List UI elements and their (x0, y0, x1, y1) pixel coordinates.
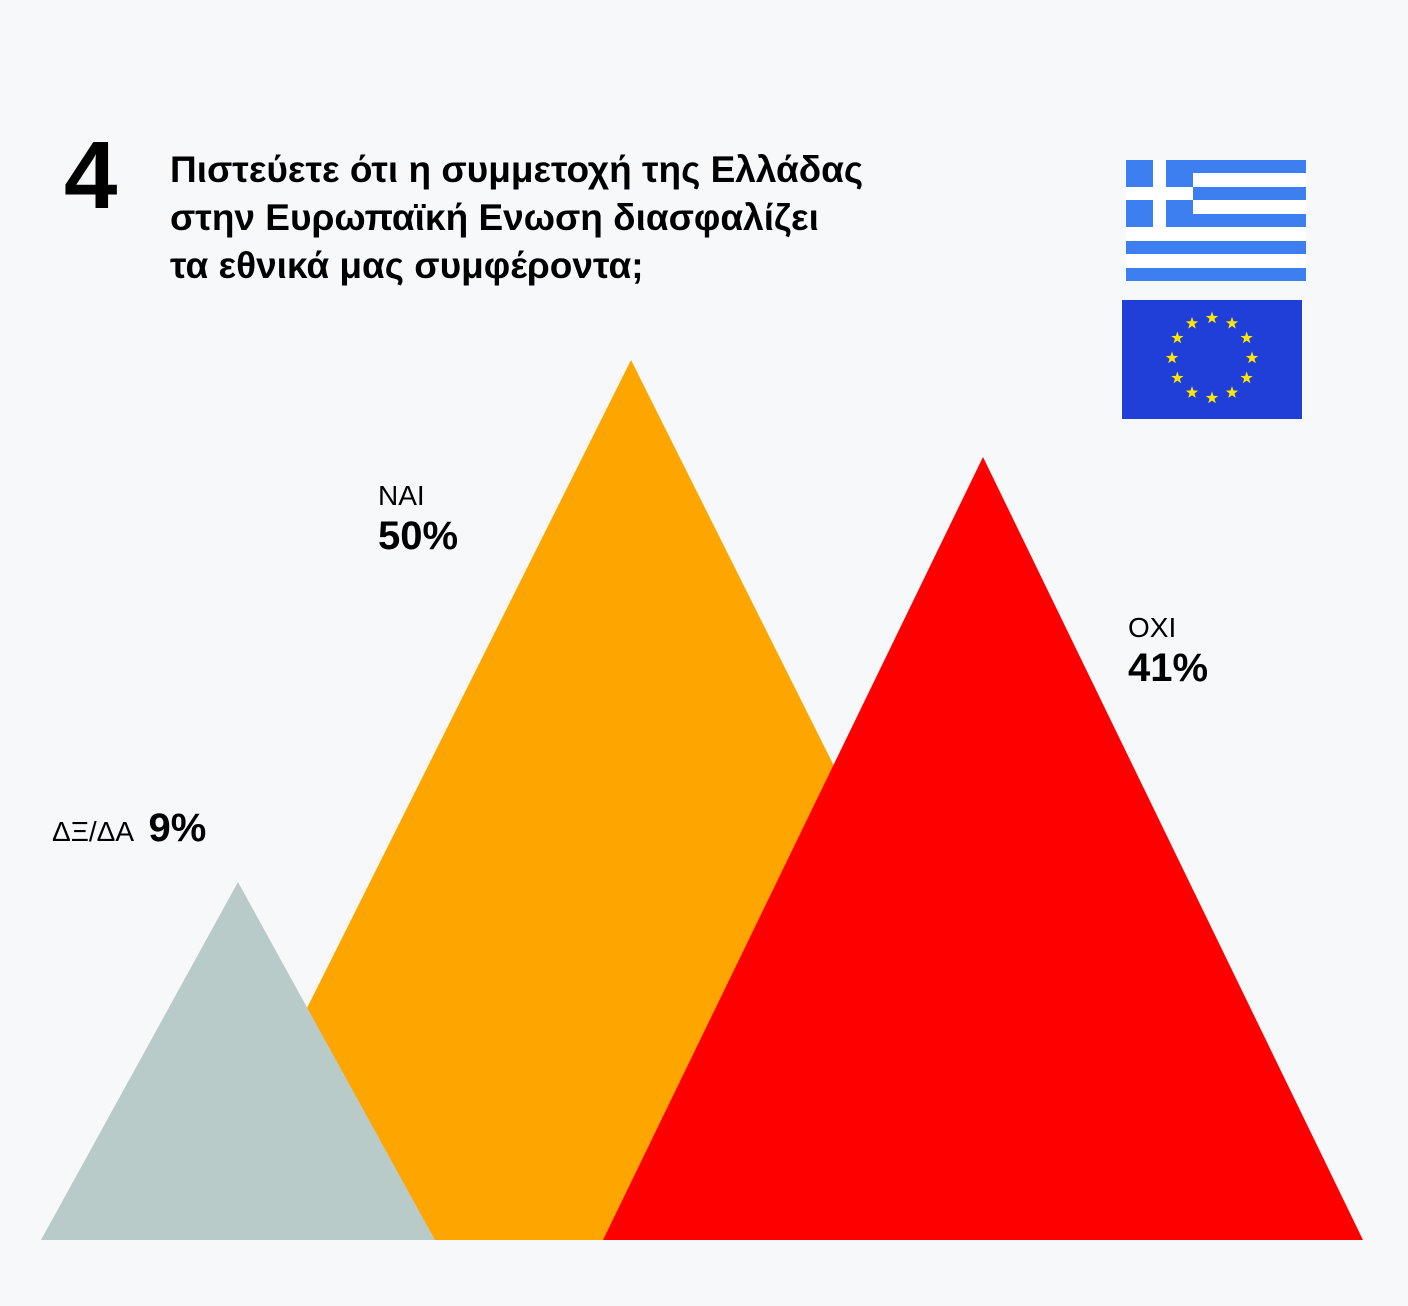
label-yes: ΝΑΙ 50% (378, 480, 459, 558)
eu-star-icon (1171, 331, 1184, 344)
label-yes-value: 50% (378, 514, 459, 558)
eu-star-icon (1245, 351, 1259, 364)
eu-star-icon (1185, 316, 1199, 329)
label-dk-name: ΔΞ/ΔΑ (52, 816, 135, 847)
eu-star-icon (1171, 371, 1184, 384)
label-dk-value: 9% (148, 806, 207, 850)
question-line-1: Πιστεύετε ότι η συμμετοχή της Ελλάδας (170, 149, 864, 190)
label-yes-name: ΝΑΙ (378, 480, 425, 511)
eu-star-icon (1205, 391, 1219, 404)
question-title: Πιστεύετε ότι η συμμετοχή της Ελλάδας στ… (170, 146, 1050, 290)
label-no-value: 41% (1128, 646, 1209, 690)
triangle-no (603, 457, 1363, 1240)
question-line-2: στην Ευρωπαϊκή Ενωση διασφαλίζει (170, 197, 819, 238)
eu-star-icon (1205, 311, 1219, 324)
eu-flag-icon (1122, 300, 1302, 419)
eu-star-icon (1185, 386, 1199, 398)
eu-star-icon (1240, 371, 1253, 384)
question-number: 4 (64, 122, 118, 229)
greek-flag-icon (1126, 160, 1306, 281)
label-dk: ΔΞ/ΔΑ 9% (52, 808, 206, 848)
eu-star-icon (1165, 351, 1179, 364)
triangle-dk (41, 882, 435, 1240)
question-line-3: τα εθνικά μας συμφέροντα; (170, 245, 644, 286)
eu-star-icon (1225, 316, 1239, 329)
eu-star-icon (1225, 386, 1239, 398)
label-no: ΟΧΙ 41% (1128, 612, 1209, 690)
eu-star-icon (1240, 331, 1253, 344)
label-no-name: ΟΧΙ (1128, 612, 1177, 643)
